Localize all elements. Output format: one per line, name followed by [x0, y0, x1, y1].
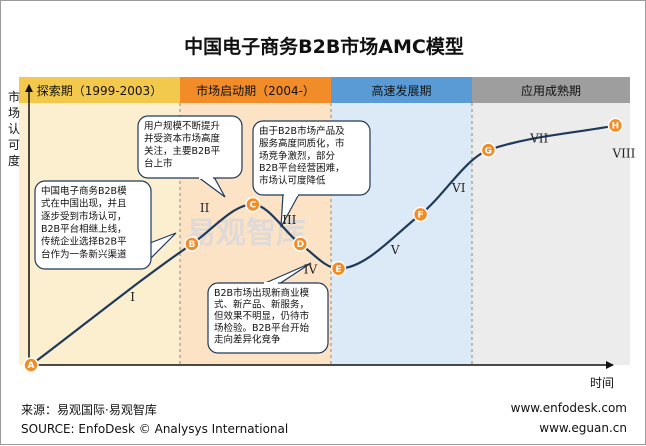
point-e: [330, 260, 347, 277]
note-box-3: [252, 120, 371, 196]
note-text-1: 中国电子商务B2B模式在中国出现，并且逐步受到市场认可， B2B平台相继上线，传统…: [41, 185, 127, 260]
url-eguan: www.eguan.cn: [539, 421, 627, 435]
note-text-3: 由于B2B市场产品及服务高度同质化，市场竞争激烈，部分 B2B平台经营困难，市场认…: [259, 125, 345, 187]
point-label-e: E: [335, 265, 341, 275]
stage-label-iii: III: [282, 213, 296, 227]
note-box-1: [34, 180, 152, 270]
point-label-c: C: [250, 201, 257, 211]
point-label-a: A: [28, 361, 35, 371]
phase-header-3: [331, 77, 472, 103]
source-en: SOURCE: EnfoDesk © Analysys Internationa…: [21, 422, 288, 436]
point-label-b: B: [188, 240, 195, 250]
y-axis-label: 市场认可度: [8, 89, 20, 168]
point-a: [23, 357, 39, 373]
phase-header-1: [19, 77, 180, 103]
key-points: A B C D E F G H: [23, 117, 624, 373]
phase-header-4: [472, 77, 630, 103]
point-h: [607, 117, 624, 134]
point-c: [245, 196, 261, 213]
note-box-2: [137, 115, 243, 179]
x-axis-label: 时间: [590, 376, 614, 390]
point-label-d: D: [297, 240, 304, 250]
source-cn: 来源：易观国际·易观智库: [21, 402, 157, 417]
note-text-2: 用户规模不断提升并受资本市场高度关注，主要B2B平台上市: [144, 120, 221, 170]
point-label-h: H: [612, 122, 620, 132]
note-text-4: B2B市场出现新商业模式、新产品、新服务，但效果不明显，仍待市场检验。B2B平台…: [214, 287, 310, 345]
point-g: [480, 142, 497, 158]
stage-label-vii: VII: [529, 132, 548, 146]
point-b: [184, 236, 200, 252]
chart-title: 中国电子商务B2B市场AMC模型: [184, 35, 464, 58]
phase-bg-4: [472, 101, 630, 365]
note-callouts: 中国电子商务B2B模式在中国出现，并且逐步受到市场认可， B2B平台相继上线，传统…: [34, 115, 371, 354]
phase-label-4: 应用成熟期: [521, 83, 581, 98]
phase-header-2: [180, 77, 331, 103]
phase-label-1: 探索期（1999-2003）: [37, 84, 162, 98]
stage-label-i: I: [130, 290, 135, 304]
phase-label-3: 高速发展期: [371, 83, 431, 98]
stage-label-vi: VI: [451, 181, 466, 195]
stage-label-v: V: [390, 243, 400, 257]
stage-label-iv: IV: [304, 263, 318, 277]
point-d: [292, 236, 309, 252]
point-f: [412, 206, 429, 223]
phase-label-2: 市场启动期（2004-）: [196, 83, 315, 98]
point-label-f: F: [418, 211, 424, 221]
stage-label-viii: VIII: [611, 147, 635, 161]
point-label-g: G: [485, 146, 492, 156]
phase-bands: 探索期（1999-2003） 市场启动期（2004-） 高速发展期 应用成熟期: [19, 77, 630, 365]
stage-label-ii: II: [200, 201, 210, 215]
url-enfodesk: www.enfodesk.com: [511, 401, 627, 415]
